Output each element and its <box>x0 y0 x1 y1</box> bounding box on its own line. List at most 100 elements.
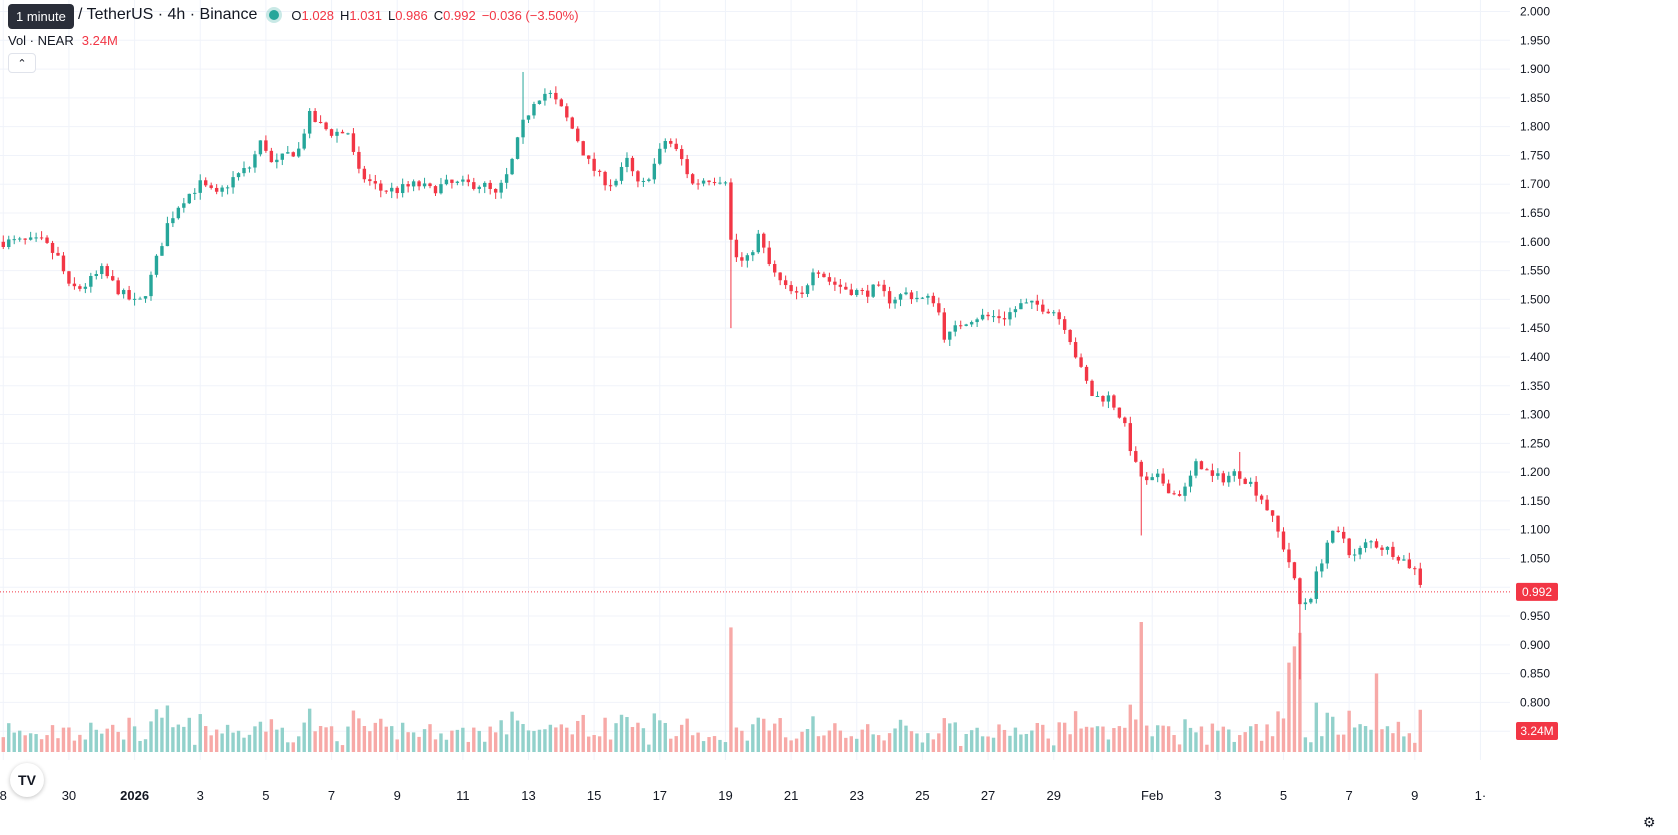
candle-body <box>455 181 460 183</box>
volume-bar <box>1331 716 1335 752</box>
candle-body <box>718 182 722 184</box>
candle-body <box>324 122 328 130</box>
candle-body <box>690 174 695 184</box>
candle-body <box>762 233 766 248</box>
candle-body <box>225 187 230 189</box>
volume-bar <box>1298 632 1302 752</box>
price-tick-label: 1.600 <box>1520 235 1550 249</box>
candle-body <box>608 185 613 187</box>
candle-body <box>696 183 700 185</box>
volume-bar <box>253 726 257 752</box>
axis-markers: 0.992 3.24M <box>1516 582 1558 740</box>
candle-body <box>313 110 317 122</box>
time-axis: 8 30 2026 3 5 7 9 11 13 15 17 19 21 23 25 27 29 Feb 3 5 7 9 1· <box>0 788 1486 803</box>
candle-body <box>1336 530 1340 532</box>
volume-bar <box>1073 711 1078 752</box>
volume-bar <box>450 730 454 752</box>
volume-bar <box>176 724 181 752</box>
volume-bar <box>269 719 274 752</box>
candle-body <box>1331 530 1335 543</box>
candle-body <box>1243 478 1247 484</box>
volume-bar <box>685 718 689 752</box>
candle-body <box>127 290 131 300</box>
volume-bar <box>1385 726 1390 752</box>
volume-bar <box>406 732 410 752</box>
candle-body <box>953 325 957 332</box>
market-status-icon[interactable] <box>269 10 280 20</box>
candle-body <box>105 266 109 277</box>
time-tick-label: 30 <box>62 788 76 803</box>
volume-bar <box>1052 745 1056 752</box>
volume-bar <box>1287 662 1291 752</box>
volume-bar <box>909 731 914 752</box>
candle-body <box>740 257 744 261</box>
chart-grid <box>0 0 1510 760</box>
price-tick-label: 1.300 <box>1520 408 1550 422</box>
candle-body <box>236 173 241 178</box>
candle-body <box>1194 461 1198 476</box>
candle-body <box>45 237 49 243</box>
candle-body <box>647 179 651 181</box>
volume-bar <box>56 738 60 752</box>
volume-bar <box>532 730 536 752</box>
volume-bar <box>105 728 109 752</box>
price-tick-label: 1.150 <box>1520 494 1550 508</box>
candle-body <box>450 179 454 183</box>
gear-icon[interactable]: ⚙ <box>1643 814 1656 830</box>
volume-bar <box>1352 727 1357 752</box>
candle-body <box>302 133 306 149</box>
candle-body <box>286 152 290 154</box>
volume-label[interactable]: Vol · NEAR <box>8 33 74 48</box>
volume-bar <box>1418 709 1422 752</box>
time-tick-label: 25 <box>915 788 929 803</box>
volume-bar <box>1232 741 1236 752</box>
price-tick-label: 1.500 <box>1520 292 1550 306</box>
candle-body <box>17 238 22 240</box>
candle-body <box>805 285 810 294</box>
volume-bar <box>920 742 925 752</box>
candle-body <box>581 141 585 156</box>
candle-body <box>723 182 728 184</box>
volume-bar <box>439 733 443 752</box>
volume-bar <box>379 718 383 752</box>
volume-bar <box>1095 726 1100 752</box>
candle-body <box>1183 486 1187 496</box>
volume-bar <box>827 730 832 752</box>
candle-body <box>406 184 410 187</box>
price-tick-label: 1.800 <box>1520 120 1550 134</box>
candle-body <box>685 159 689 175</box>
volume-bar <box>1 737 5 752</box>
volume-bar <box>78 734 82 752</box>
candle-body <box>959 325 963 327</box>
volume-bar <box>340 745 345 752</box>
tradingview-logo-icon[interactable]: TV <box>10 763 44 797</box>
symbol-title[interactable]: / TetherUS · 4h · Binance <box>78 6 258 23</box>
candle-body <box>1396 556 1401 561</box>
candle-body <box>83 286 88 289</box>
ohlc-key: C <box>433 7 444 23</box>
candle-body <box>193 192 197 194</box>
candle-body <box>1041 304 1045 312</box>
time-tick-label: 21 <box>784 788 798 803</box>
volume-bar <box>521 724 525 752</box>
chevron-up-icon[interactable]: ⌃ <box>8 53 36 73</box>
candle-body <box>138 298 142 300</box>
volume-bar <box>619 714 624 752</box>
volume-bar <box>526 730 531 752</box>
candle-body <box>444 179 449 185</box>
candle-body <box>844 286 848 290</box>
volume-bar <box>1314 702 1319 752</box>
candle-body <box>986 314 990 317</box>
time-tick-label: 7 <box>328 788 335 803</box>
candle-body <box>597 170 602 172</box>
candle-body <box>876 284 881 286</box>
volume-bar <box>674 736 678 752</box>
volume-bar <box>45 735 49 752</box>
volume-bar <box>1188 727 1193 752</box>
candle-body <box>1402 559 1406 561</box>
candle-body <box>559 99 564 107</box>
candle-body <box>942 312 946 340</box>
price-tick-label: 1.700 <box>1520 177 1550 191</box>
volume-bar <box>1254 724 1258 752</box>
